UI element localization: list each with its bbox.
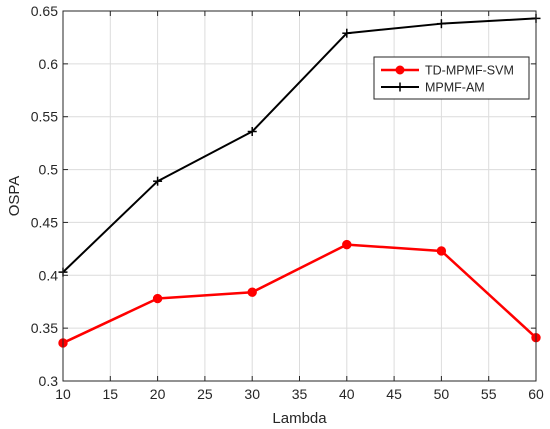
legend-label: MPMF-AM bbox=[425, 81, 485, 95]
legend: TD-MPMF-SVM MPMF-AM bbox=[373, 56, 530, 100]
legend-box bbox=[373, 56, 530, 100]
y-axis-label: OSPA bbox=[6, 176, 23, 217]
x-tick-label: 10 bbox=[55, 386, 71, 402]
x-tick-label: 50 bbox=[434, 386, 450, 402]
data-point-circle bbox=[436, 246, 447, 256]
x-tick-label: 55 bbox=[481, 386, 497, 402]
legend-label: TD-MPMF-SVM bbox=[425, 64, 514, 78]
x-tick-label: 30 bbox=[244, 386, 260, 402]
x-tick-label: 35 bbox=[292, 386, 308, 402]
x-axis-label: Lambda bbox=[272, 410, 327, 427]
data-point-circle bbox=[395, 65, 405, 75]
axis-ticks: 10 15 20 25 30 35 40 45 50 55 60 0.3 0.35 0.4 0.45 0.5 0… bbox=[31, 3, 544, 402]
data-point-plus bbox=[247, 127, 257, 137]
data-point-circle bbox=[342, 239, 352, 250]
legend-item: TD-MPMF-SVM bbox=[381, 64, 514, 78]
legend-item: MPMF-AM bbox=[381, 81, 485, 95]
series-line bbox=[62, 17, 537, 273]
x-tick-label: 45 bbox=[386, 386, 402, 402]
y-tick-label: 0.5 bbox=[39, 162, 59, 178]
y-tick-label: 0.45 bbox=[31, 214, 58, 230]
y-tick-label: 0.35 bbox=[31, 320, 58, 336]
x-tick-label: 20 bbox=[150, 386, 166, 402]
series-line bbox=[62, 243, 537, 345]
data-point-circle bbox=[152, 293, 163, 304]
x-tick-label: 40 bbox=[339, 386, 355, 402]
y-tick-label: 0.6 bbox=[39, 56, 59, 72]
x-tick-label: 25 bbox=[197, 386, 213, 402]
data-point-plus bbox=[395, 82, 405, 92]
x-tick-label: 15 bbox=[103, 386, 119, 402]
data-point-circle bbox=[247, 287, 257, 297]
y-tick-label: 0.4 bbox=[39, 267, 59, 283]
data-point-plus bbox=[153, 176, 163, 186]
data-point-plus bbox=[436, 19, 446, 29]
data-point-plus bbox=[342, 28, 352, 38]
x-tick-label: 60 bbox=[528, 386, 544, 402]
y-tick-label: 0.65 bbox=[31, 3, 58, 19]
y-tick-label: 0.3 bbox=[39, 373, 59, 389]
y-tick-label: 0.55 bbox=[31, 109, 58, 125]
